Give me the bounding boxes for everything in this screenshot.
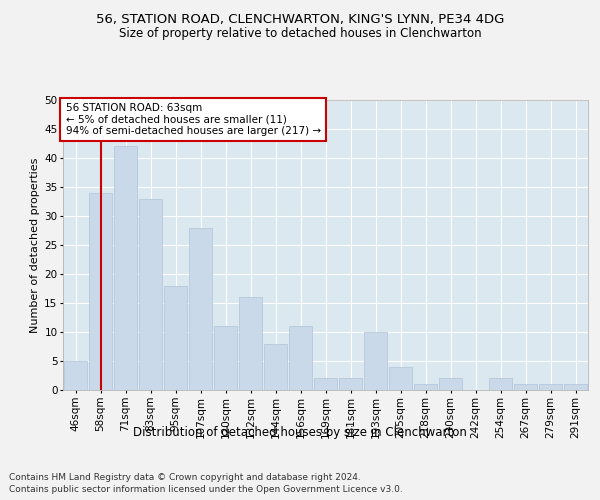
Bar xyxy=(239,297,262,390)
Bar xyxy=(189,228,212,390)
Bar xyxy=(264,344,287,390)
Bar xyxy=(439,378,462,390)
Text: Contains public sector information licensed under the Open Government Licence v3: Contains public sector information licen… xyxy=(9,485,403,494)
Y-axis label: Number of detached properties: Number of detached properties xyxy=(30,158,40,332)
Bar xyxy=(139,198,162,390)
Bar xyxy=(564,384,587,390)
Bar xyxy=(314,378,337,390)
Text: 56, STATION ROAD, CLENCHWARTON, KING'S LYNN, PE34 4DG: 56, STATION ROAD, CLENCHWARTON, KING'S L… xyxy=(96,12,504,26)
Bar xyxy=(514,384,537,390)
Text: Distribution of detached houses by size in Clenchwarton: Distribution of detached houses by size … xyxy=(133,426,467,439)
Bar xyxy=(489,378,512,390)
Bar xyxy=(339,378,362,390)
Bar xyxy=(164,286,187,390)
Bar xyxy=(64,361,87,390)
Bar xyxy=(539,384,562,390)
Bar xyxy=(89,193,112,390)
Text: 56 STATION ROAD: 63sqm
← 5% of detached houses are smaller (11)
94% of semi-deta: 56 STATION ROAD: 63sqm ← 5% of detached … xyxy=(65,103,321,136)
Bar xyxy=(389,367,412,390)
Bar xyxy=(289,326,312,390)
Bar xyxy=(114,146,137,390)
Text: Size of property relative to detached houses in Clenchwarton: Size of property relative to detached ho… xyxy=(119,28,481,40)
Bar xyxy=(214,326,237,390)
Text: Contains HM Land Registry data © Crown copyright and database right 2024.: Contains HM Land Registry data © Crown c… xyxy=(9,472,361,482)
Bar xyxy=(364,332,387,390)
Bar xyxy=(414,384,437,390)
